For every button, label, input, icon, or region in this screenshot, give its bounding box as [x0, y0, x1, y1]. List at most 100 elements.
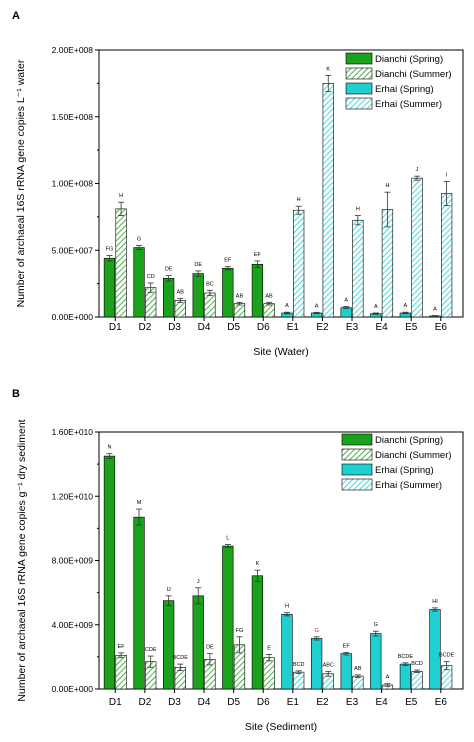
x-tick-label: E5 — [405, 697, 418, 708]
bar-d5-spring — [222, 545, 234, 690]
significance-label: G — [374, 622, 378, 628]
x-tick-label: D4 — [198, 322, 211, 333]
bar-e5-summer — [411, 177, 423, 318]
significance-label: A — [433, 307, 437, 313]
x-tick-label: E5 — [405, 322, 418, 333]
x-tick-label: D2 — [138, 697, 151, 708]
legend: Dianchi (Spring) Dianchi (Summer) Erhai (S… — [345, 52, 452, 110]
legend-label: Erhai (Summer) — [375, 480, 442, 491]
significance-label: H — [356, 207, 360, 213]
significance-label: L — [226, 535, 229, 541]
y-axis-title: Number of archaeal 16S rRNA gene copies … — [15, 59, 27, 307]
significance-label: K — [326, 66, 330, 72]
bar-d4-spring — [192, 595, 204, 690]
legend-swatch — [345, 97, 373, 110]
legend-swatch — [345, 67, 373, 80]
x-tick-label: E6 — [435, 322, 448, 333]
x-tick-label: D2 — [138, 322, 151, 333]
significance-label: CD — [147, 274, 155, 280]
x-tick-label: E1 — [287, 322, 300, 333]
bar-d1-summer — [115, 654, 127, 690]
legend-swatch — [345, 52, 373, 65]
x-axis-title: Site (Water) — [253, 346, 309, 358]
significance-label: AB — [265, 293, 273, 299]
x-tick-label: E3 — [346, 697, 359, 708]
significance-label: ABC — [323, 662, 334, 668]
x-tick-label: D3 — [168, 697, 181, 708]
x-tick-label: E2 — [316, 697, 329, 708]
significance-label: A — [285, 303, 289, 309]
y-tick-label: 1.00E+008 — [52, 179, 94, 189]
significance-label: BC — [206, 281, 214, 287]
significance-label: DE — [165, 267, 173, 273]
legend-swatch — [345, 82, 373, 95]
bar-e1-summer — [293, 209, 305, 318]
legend-swatch — [341, 478, 373, 491]
y-tick-label: 5.00E+007 — [52, 245, 94, 255]
x-tick-label: E1 — [287, 697, 300, 708]
significance-label: HI — [432, 599, 438, 605]
legend-swatch — [341, 463, 373, 476]
legend-label: Dianchi (Spring) — [375, 435, 443, 446]
bar-d1-summer — [115, 208, 127, 318]
significance-label: H — [119, 193, 123, 199]
x-tick-label: D6 — [257, 322, 270, 333]
bar-e3-summer — [352, 219, 364, 318]
significance-label: BCD — [293, 662, 305, 668]
significance-label: EF — [343, 643, 351, 649]
bar-d6-summer — [263, 303, 275, 318]
bar-e1-spring — [281, 614, 293, 690]
significance-label: AB — [177, 289, 185, 295]
significance-label: BCD — [411, 661, 423, 667]
significance-label: EF — [254, 252, 262, 258]
significance-label: H — [385, 183, 389, 189]
significance-label: BCDE — [439, 653, 455, 659]
bar-d6-spring — [251, 263, 264, 318]
y-axis-title: Number of archaeal 16S rRNA gene copies … — [16, 419, 28, 701]
significance-label: IJ — [166, 587, 171, 593]
panel-letter: A — [12, 10, 20, 22]
legend-label: Dianchi (Spring) — [375, 54, 443, 65]
significance-label: J — [416, 167, 419, 173]
significance-label: BCDE — [173, 655, 189, 661]
bar-e1-summer — [293, 671, 305, 690]
bar-d4-summer — [204, 292, 216, 318]
x-tick-label: D1 — [109, 322, 122, 333]
bar-e5-spring — [399, 663, 412, 690]
significance-label: DE — [194, 262, 202, 268]
x-tick-label: E2 — [316, 322, 329, 333]
bar-d3-summer — [174, 300, 186, 318]
y-tick-label: 0.00E+000 — [52, 684, 94, 694]
bar-d4-spring — [192, 273, 204, 318]
bar-d6-spring — [251, 575, 264, 690]
significance-label: CDE — [145, 647, 157, 653]
significance-label: G — [314, 628, 318, 634]
panel-letter: B — [12, 388, 20, 400]
legend-label: Erhai (Spring) — [375, 465, 434, 476]
significance-label: EF — [118, 644, 126, 650]
bar-d3-spring — [163, 600, 175, 690]
bar-e5-summer — [411, 671, 423, 690]
x-tick-label: D1 — [109, 697, 122, 708]
bar-d5-spring — [222, 267, 234, 318]
bar-d1-spring — [103, 455, 116, 690]
x-tick-label: D3 — [168, 322, 181, 333]
x-axis-title: Site (Sediment) — [245, 721, 317, 733]
significance-label: EF — [224, 258, 232, 264]
y-tick-label: 1.60E+010 — [52, 427, 94, 437]
y-tick-label: 2.00E+008 — [52, 45, 94, 55]
legend-label: Dianchi (Summer) — [375, 69, 452, 80]
legend-swatch — [341, 448, 373, 461]
y-tick-label: 8.00E+009 — [52, 556, 94, 566]
chart-panel-a: A 0.00E+000 5.00E+007 1.00E+008 1.50E+008 2.0… — [12, 10, 464, 358]
x-tick-label: D5 — [227, 697, 240, 708]
significance-label: FG — [236, 628, 244, 634]
legend-label: Dianchi (Summer) — [375, 450, 452, 461]
y-tick-label: 0.00E+000 — [52, 312, 94, 322]
significance-label: M — [137, 500, 142, 506]
significance-label: I — [446, 172, 448, 178]
significance-label: A — [374, 304, 378, 310]
legend: Dianchi (Spring) Dianchi (Summer) Erhai (S… — [341, 433, 452, 491]
bar-e3-spring — [340, 653, 352, 690]
significance-label: DE — [206, 645, 214, 651]
